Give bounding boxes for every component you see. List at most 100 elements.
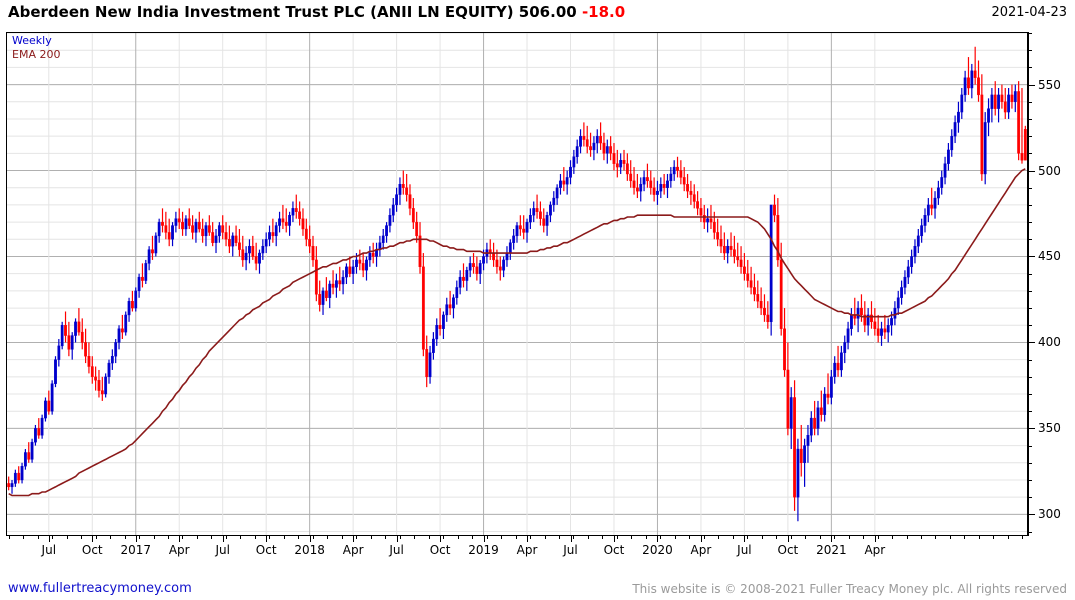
- x-axis-minor-tick: [283, 536, 285, 539]
- price-change: -18.0: [581, 3, 626, 21]
- y-axis-minor-tick: [1028, 118, 1032, 120]
- x-axis-minor-tick: [892, 536, 893, 539]
- chart-plot-area[interactable]: [6, 32, 1028, 536]
- x-axis-tick: [483, 536, 485, 542]
- x-axis-tick: [48, 536, 50, 542]
- y-axis-minor-tick: [1028, 239, 1032, 241]
- x-axis-minor-tick: [978, 536, 980, 539]
- y-axis-minor-tick: [1028, 222, 1032, 224]
- chart-header: Aberdeen New India Investment Trust PLC …: [0, 0, 1075, 28]
- chart-date: 2021-04-23: [991, 5, 1067, 20]
- x-axis-tick: [831, 536, 833, 542]
- x-axis-label: Jul: [737, 543, 752, 557]
- x-axis-tick: [309, 536, 311, 542]
- y-axis-tick: [1028, 170, 1035, 172]
- x-axis-minor-tick: [95, 536, 97, 539]
- y-axis-minor-tick: [1028, 479, 1032, 481]
- y-axis-minor-tick: [1028, 308, 1032, 310]
- x-axis-tick: [396, 536, 398, 542]
- x-axis-minor-tick: [370, 536, 372, 539]
- y-axis-tick: [1028, 428, 1035, 430]
- x-axis-minor-tick: [225, 536, 227, 539]
- x-axis-minor-tick: [732, 536, 734, 539]
- y-axis-minor-tick: [1028, 376, 1032, 378]
- y-axis-tick: [1028, 256, 1035, 258]
- x-axis-tick: [613, 536, 615, 542]
- copyright-notice: This website is © 2008-2021 Fuller Treac…: [632, 582, 1067, 596]
- x-axis-tick: [179, 536, 181, 542]
- y-axis-minor-tick: [1028, 273, 1032, 275]
- x-axis-tick: [570, 536, 572, 542]
- y-axis-minor-tick: [1028, 462, 1032, 464]
- x-axis-minor-tick: [37, 536, 39, 539]
- x-axis-label: Oct: [255, 543, 277, 557]
- x-axis-minor-tick: [23, 536, 25, 539]
- x-axis-tick: [527, 536, 529, 542]
- y-axis-minor-tick: [1028, 497, 1032, 499]
- x-axis-minor-tick: [530, 536, 531, 539]
- x-axis-minor-tick: [341, 536, 343, 539]
- x-axis-minor-tick: [863, 536, 864, 539]
- x-axis-minor-tick: [269, 536, 271, 539]
- x-axis-minor-tick: [472, 536, 474, 539]
- y-axis-minor-tick: [1028, 50, 1032, 52]
- x-axis-label: 2018: [294, 543, 325, 557]
- x-axis-minor-tick: [356, 536, 358, 539]
- y-axis-minor-tick: [1028, 153, 1032, 155]
- x-axis-label: Jul: [563, 543, 578, 557]
- x-axis-minor-tick: [848, 536, 850, 539]
- x-axis-minor-tick: [718, 536, 720, 539]
- x-axis-minor-tick: [819, 536, 821, 539]
- x-axis-label: Jul: [215, 543, 230, 557]
- y-axis-label: 500: [1038, 163, 1061, 178]
- y-axis-label: 350: [1038, 421, 1061, 436]
- x-axis-minor-tick: [645, 536, 647, 539]
- candlestick-chart-svg[interactable]: [7, 33, 1027, 535]
- x-axis-minor-tick: [1007, 536, 1009, 539]
- y-axis-minor-tick: [1028, 359, 1032, 361]
- x-axis-minor-tick: [660, 536, 662, 539]
- x-axis-label: 2017: [120, 543, 152, 557]
- x-axis-minor-tick: [414, 536, 416, 539]
- y-axis-minor-tick: [1028, 445, 1032, 447]
- x-axis-minor-tick: [124, 536, 126, 539]
- x-axis-minor-tick: [81, 536, 83, 539]
- x-axis-minor-tick: [515, 536, 517, 539]
- x-axis-minor-tick: [443, 536, 445, 539]
- site-url[interactable]: www.fullertreacymoney.com: [8, 581, 192, 596]
- x-axis-minor-tick: [196, 536, 198, 539]
- x-axis-minor-tick: [993, 536, 995, 539]
- x-axis-minor-tick: [153, 536, 155, 539]
- x-axis-tick: [787, 536, 789, 542]
- y-axis-minor-tick: [1028, 394, 1032, 396]
- x-axis-label: Oct: [81, 543, 103, 557]
- x-axis-label: Apr: [864, 543, 886, 557]
- x-axis-minor-tick: [298, 536, 300, 539]
- x-axis-minor-tick: [906, 536, 908, 539]
- x-axis-minor-tick: [211, 536, 213, 539]
- x-axis-tick: [657, 536, 659, 542]
- y-axis-minor-tick: [1028, 33, 1032, 34]
- grid-major: [7, 84, 1027, 515]
- x-axis: Jul Oct 2017 Apr Jul Oct 2018 Apr Jul Oct 2019 Apr J…: [6, 536, 1028, 566]
- y-axis-tick: [1028, 514, 1035, 516]
- x-axis-minor-tick: [486, 536, 488, 539]
- y-axis-line: [1028, 32, 1029, 536]
- instrument-title: Aberdeen New India Investment Trust PLC …: [8, 3, 577, 21]
- x-axis-minor-tick: [544, 536, 546, 539]
- y-axis-minor-tick: [1028, 67, 1032, 69]
- y-axis-tick: [1028, 84, 1035, 86]
- x-axis-label: Jul: [41, 543, 57, 557]
- x-axis-tick: [222, 536, 224, 542]
- x-axis-minor-tick: [877, 536, 879, 539]
- x-axis-minor-tick: [776, 536, 778, 539]
- x-axis-minor-tick: [602, 536, 604, 539]
- x-axis-minor-tick: [1022, 536, 1024, 539]
- x-axis-minor-tick: [703, 536, 705, 539]
- y-axis-label: 400: [1038, 335, 1061, 350]
- candlestick-series[interactable]: [7, 46, 1027, 522]
- x-axis-minor-tick: [240, 536, 242, 539]
- x-axis-label: Apr: [168, 543, 190, 557]
- x-axis-label: Oct: [429, 543, 451, 557]
- x-axis-label: Oct: [777, 543, 799, 557]
